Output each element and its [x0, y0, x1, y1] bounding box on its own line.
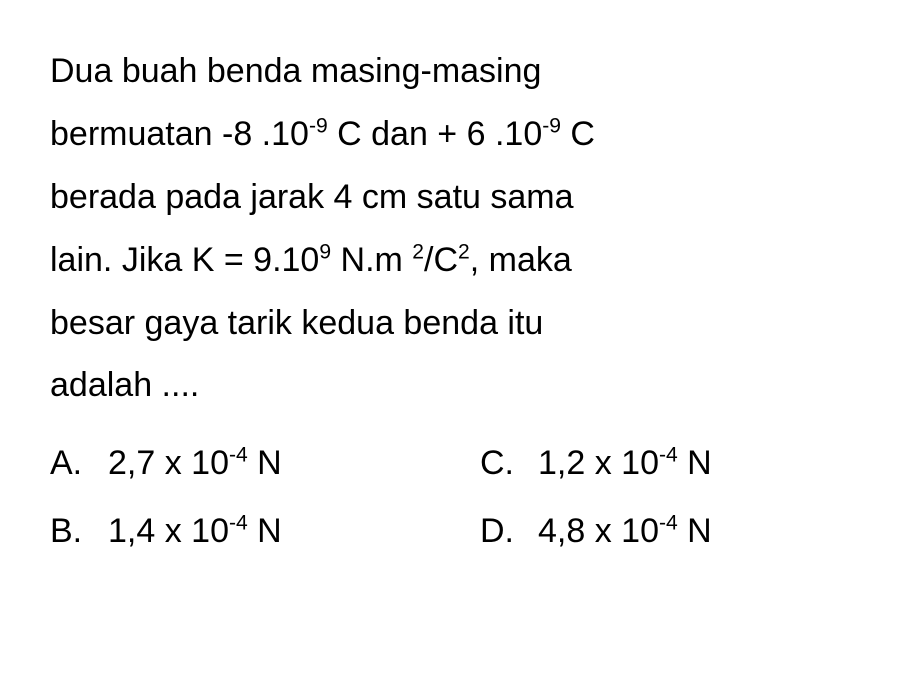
option-a-suffix: N [248, 444, 282, 482]
option-c-prefix: 1,2 x 10 [538, 444, 659, 482]
option-c-suffix: N [678, 444, 712, 482]
option-d-prefix: 4,8 x 10 [538, 512, 659, 550]
option-d-sup: -4 [659, 512, 678, 535]
option-c-value: 1,2 x 10-4 N [538, 435, 712, 493]
question-line-2-part1: bermuatan -8 .10 [50, 115, 309, 153]
option-d-suffix: N [678, 512, 712, 550]
option-b-suffix: N [248, 512, 282, 550]
question-body: Dua buah benda masing-masing bermuatan -… [50, 40, 850, 417]
question-line-1: Dua buah benda masing-masing [50, 52, 541, 90]
option-b-prefix: 1,4 x 10 [108, 512, 229, 550]
option-b[interactable]: B. 1,4 x 10-4 N [50, 503, 420, 561]
options-container: A. 2,7 x 10-4 N C. 1,2 x 10-4 N B. 1,4 x… [50, 435, 850, 561]
option-a-sup: -4 [229, 444, 248, 467]
question-line-4-sup3: 2 [458, 240, 470, 263]
question-line-4-sup1: 9 [319, 240, 331, 263]
option-a-value: 2,7 x 10-4 N [108, 435, 282, 493]
question-line-4-part1: lain. Jika K = 9.10 [50, 241, 319, 279]
option-d[interactable]: D. 4,8 x 10-4 N [480, 503, 850, 561]
option-d-letter: D. [480, 503, 514, 561]
question-line-2-part2: C dan + 6 .10 [328, 115, 543, 153]
question-line-4-sup2: 2 [412, 240, 424, 263]
option-c[interactable]: C. 1,2 x 10-4 N [480, 435, 850, 493]
question-line-6: adalah .... [50, 366, 199, 404]
option-b-letter: B. [50, 503, 84, 561]
option-d-value: 4,8 x 10-4 N [538, 503, 712, 561]
question-line-4-part4: , maka [470, 241, 572, 279]
option-c-sup: -4 [659, 444, 678, 467]
option-b-value: 1,4 x 10-4 N [108, 503, 282, 561]
question-line-3: berada pada jarak 4 cm satu sama [50, 178, 574, 216]
option-c-letter: C. [480, 435, 514, 493]
option-a-letter: A. [50, 435, 84, 493]
question-line-2-sup2: -9 [542, 115, 561, 138]
option-a-prefix: 2,7 x 10 [108, 444, 229, 482]
option-b-sup: -4 [229, 512, 248, 535]
question-line-2-part3: C [561, 115, 595, 153]
question-line-2-sup1: -9 [309, 115, 328, 138]
question-line-4-part2: N.m [331, 241, 412, 279]
question-line-4-part3: /C [424, 241, 458, 279]
option-a[interactable]: A. 2,7 x 10-4 N [50, 435, 420, 493]
question-line-5: besar gaya tarik kedua benda itu [50, 304, 543, 342]
